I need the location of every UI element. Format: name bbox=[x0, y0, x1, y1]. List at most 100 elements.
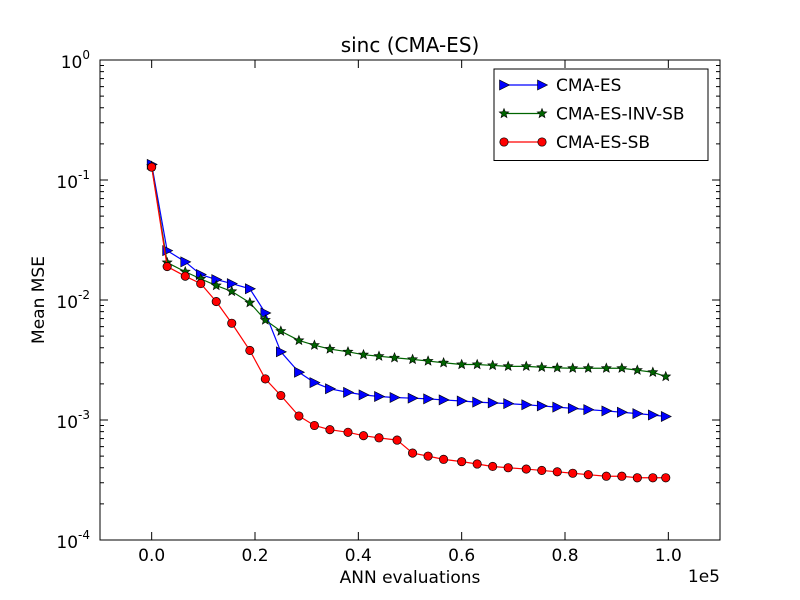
y-axis-label: Mean MSE bbox=[29, 256, 49, 344]
x-tick-label: 0.0 bbox=[138, 546, 165, 566]
data-point bbox=[358, 431, 369, 441]
data-point bbox=[226, 278, 238, 290]
data-point bbox=[374, 391, 386, 402]
y-tick-label: 10-2 bbox=[56, 288, 90, 313]
series-cma-es bbox=[146, 158, 672, 422]
data-point bbox=[308, 339, 320, 350]
legend-entry: CMA-ES-SB bbox=[499, 133, 650, 153]
data-point bbox=[162, 261, 172, 272]
x-axis-label: ANN evaluations bbox=[340, 568, 481, 588]
data-point bbox=[601, 471, 611, 481]
data-point bbox=[521, 464, 531, 474]
data-point bbox=[537, 465, 547, 475]
data-point bbox=[276, 390, 286, 401]
data-point bbox=[600, 362, 612, 373]
chart-title: sinc (CMA-ES) bbox=[341, 33, 480, 57]
legend-label: CMA-ES-INV-SB bbox=[556, 105, 685, 125]
data-point bbox=[245, 345, 255, 355]
data-point bbox=[309, 420, 319, 431]
data-point bbox=[244, 296, 256, 308]
axis-ticks: 0.0 0.2 0.4 0.6 0.8 1.0 100 10-1 10-2 10-3 10-4 bbox=[56, 48, 720, 566]
data-point bbox=[487, 359, 499, 371]
series-cma-es-sb bbox=[147, 162, 671, 483]
data-point bbox=[536, 400, 548, 412]
data-point bbox=[457, 457, 467, 467]
data-point bbox=[147, 162, 157, 172]
data-point bbox=[407, 353, 419, 365]
x-tick-label: 0.8 bbox=[551, 546, 578, 566]
data-point bbox=[503, 463, 513, 473]
data-point bbox=[276, 346, 288, 358]
x-tick-label: 0.4 bbox=[345, 546, 372, 566]
data-point bbox=[647, 366, 659, 377]
legend-label: CMA-ES-SB bbox=[556, 133, 650, 153]
data-point bbox=[423, 451, 433, 461]
data-point bbox=[260, 374, 270, 384]
legend-marker-start bbox=[498, 107, 510, 119]
data-point bbox=[211, 297, 221, 307]
data-point bbox=[582, 362, 594, 373]
data-point bbox=[648, 409, 660, 421]
data-point bbox=[357, 348, 370, 360]
data-point bbox=[471, 358, 483, 370]
data-point bbox=[407, 392, 419, 404]
data-point bbox=[551, 362, 563, 373]
data-point bbox=[388, 351, 401, 363]
legend-marker-start bbox=[499, 79, 511, 91]
data-point bbox=[632, 473, 642, 483]
data-point bbox=[438, 356, 450, 368]
data-point bbox=[617, 471, 627, 481]
data-point bbox=[422, 355, 434, 366]
data-point bbox=[567, 362, 579, 373]
legend-marker-end bbox=[537, 137, 547, 147]
series-layer bbox=[146, 158, 672, 483]
y-tick-label: 100 bbox=[61, 48, 90, 73]
legend-entry: CMA-ES bbox=[499, 76, 621, 96]
legend-marker-end bbox=[537, 79, 549, 91]
data-point bbox=[583, 470, 593, 480]
data-point bbox=[502, 360, 514, 372]
data-point bbox=[245, 283, 257, 295]
data-point bbox=[583, 404, 595, 416]
data-point bbox=[210, 279, 222, 291]
data-point bbox=[389, 392, 401, 403]
data-point bbox=[392, 435, 402, 445]
data-point bbox=[616, 362, 628, 373]
data-point bbox=[456, 395, 468, 407]
data-point bbox=[660, 410, 672, 422]
data-point bbox=[325, 425, 335, 435]
legend: CMA-ES CMA-ES-INV-SB CMA-ES-SB bbox=[493, 68, 709, 161]
legend-marker-start bbox=[499, 137, 509, 147]
data-point bbox=[293, 334, 305, 346]
data-point bbox=[294, 411, 304, 421]
data-point bbox=[325, 383, 337, 395]
legend-box bbox=[493, 68, 709, 161]
data-point bbox=[294, 366, 306, 378]
data-point bbox=[309, 377, 321, 389]
data-point bbox=[660, 370, 672, 382]
data-point bbox=[196, 279, 206, 289]
data-point bbox=[423, 393, 435, 405]
data-point bbox=[661, 473, 671, 483]
y-tick-label: 10-1 bbox=[56, 168, 90, 193]
data-point bbox=[180, 256, 192, 268]
plot-frame bbox=[99, 59, 721, 541]
x-tick-label: 0.6 bbox=[448, 546, 475, 566]
data-point bbox=[343, 427, 353, 437]
data-point bbox=[226, 285, 238, 297]
data-point bbox=[568, 468, 578, 478]
y-tick-label: 10-4 bbox=[56, 528, 90, 553]
data-point bbox=[438, 394, 450, 406]
data-point bbox=[632, 408, 644, 420]
data-point bbox=[536, 361, 548, 372]
data-point bbox=[374, 433, 384, 443]
data-point bbox=[408, 448, 418, 458]
y-tick-label: 10-3 bbox=[56, 408, 90, 433]
data-point bbox=[439, 454, 449, 464]
legend-marker-end bbox=[536, 107, 548, 119]
data-point bbox=[488, 461, 498, 472]
data-point bbox=[472, 459, 482, 469]
data-point bbox=[342, 346, 354, 357]
data-point bbox=[520, 360, 532, 372]
